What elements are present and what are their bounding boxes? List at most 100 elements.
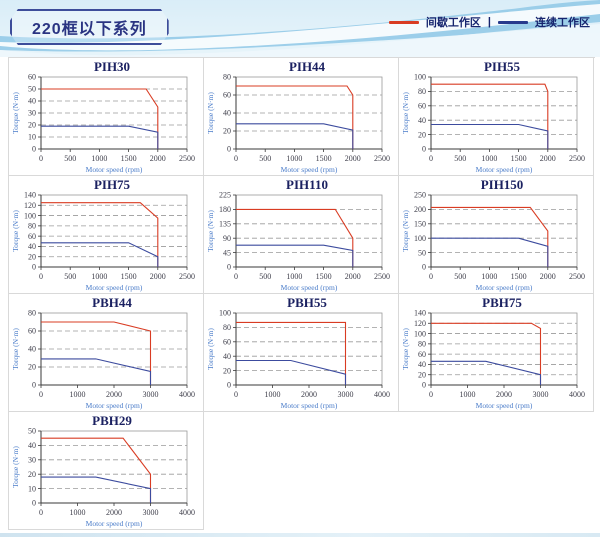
svg-text:1500: 1500	[121, 272, 137, 281]
svg-text:135: 135	[219, 220, 231, 229]
legend-separator: |	[487, 16, 491, 28]
svg-text:60: 60	[418, 102, 426, 111]
svg-text:500: 500	[454, 272, 466, 281]
svg-text:30: 30	[28, 109, 36, 118]
svg-text:4000: 4000	[569, 390, 585, 399]
y-axis-label: Torque (N·m)	[206, 210, 215, 252]
svg-text:80: 80	[223, 323, 231, 332]
svg-text:40: 40	[223, 109, 231, 118]
svg-text:2000: 2000	[150, 154, 166, 163]
svg-text:80: 80	[418, 340, 426, 349]
svg-text:0: 0	[39, 390, 43, 399]
svg-text:0: 0	[227, 263, 231, 272]
svg-text:0: 0	[227, 145, 231, 154]
svg-text:20: 20	[223, 127, 231, 136]
chart-title: PBH29	[92, 413, 132, 428]
svg-text:50: 50	[28, 428, 36, 436]
svg-text:3000: 3000	[338, 390, 354, 399]
chart-legend: 间歇工作区 | 连续工作区	[388, 14, 590, 30]
svg-text:2000: 2000	[345, 154, 361, 163]
series-continuous	[41, 242, 159, 267]
svg-text:40: 40	[418, 360, 426, 369]
svg-text:2000: 2000	[496, 390, 512, 399]
x-axis-label: Motor speed (rpm)	[281, 165, 338, 174]
chart-title: PIH75	[93, 177, 131, 192]
series-intermittent	[431, 206, 549, 267]
svg-text:1500: 1500	[316, 272, 332, 281]
svg-text:40: 40	[28, 441, 36, 450]
svg-text:2500: 2500	[374, 154, 390, 163]
chart-plot-PIH110: 0 45 90 135 180 225 0 500 1000 1500 2000 2500 Torque…	[206, 191, 390, 292]
x-axis-label: Motor speed (rpm)	[86, 283, 143, 292]
svg-text:2500: 2500	[179, 154, 195, 163]
series-intermittent	[41, 88, 159, 149]
series-continuous	[236, 359, 347, 385]
svg-text:0: 0	[32, 381, 36, 390]
svg-text:1000: 1000	[286, 154, 302, 163]
svg-text:50: 50	[28, 85, 36, 94]
empty-cell	[204, 412, 399, 530]
svg-text:90: 90	[223, 234, 231, 243]
x-axis-label: Motor speed (rpm)	[86, 165, 143, 174]
empty-cell	[399, 412, 594, 530]
svg-text:80: 80	[223, 74, 231, 82]
svg-text:225: 225	[219, 192, 231, 200]
svg-text:20: 20	[28, 470, 36, 479]
svg-text:2000: 2000	[540, 154, 556, 163]
x-axis-label: Motor speed (rpm)	[476, 401, 533, 410]
svg-text:2500: 2500	[569, 272, 585, 281]
svg-text:2000: 2000	[106, 508, 122, 517]
y-axis-label: Torque (N·m)	[401, 328, 410, 370]
svg-text:80: 80	[418, 87, 426, 96]
svg-text:500: 500	[259, 154, 271, 163]
svg-text:4000: 4000	[179, 508, 195, 517]
chart-cell-PIH30: PIH30 0 10 20 30 40 50 60 0 500 1000 1500 2000 2500 To…	[9, 58, 204, 176]
svg-text:2500: 2500	[374, 272, 390, 281]
y-axis-label: Torque (N·m)	[11, 210, 20, 252]
svg-text:1000: 1000	[265, 390, 281, 399]
chart-plot-PBH44: 0 20 40 60 80 0 1000 2000 3000 4000 Torque (N·m) Mo…	[11, 309, 195, 410]
svg-text:60: 60	[418, 350, 426, 359]
svg-text:80: 80	[28, 222, 36, 231]
svg-text:1000: 1000	[460, 390, 476, 399]
svg-text:1500: 1500	[511, 154, 527, 163]
chart-title: PBH55	[287, 295, 327, 310]
svg-text:40: 40	[28, 242, 36, 251]
svg-text:0: 0	[32, 263, 36, 272]
chart-cell-PBH29: PBH29 0 10 20 30 40 50 0 1000 2000 3000 4000 Torque …	[9, 412, 204, 530]
svg-text:150: 150	[414, 220, 426, 229]
chart-title: PIH55	[483, 59, 521, 74]
svg-text:100: 100	[24, 211, 36, 220]
svg-text:0: 0	[422, 263, 426, 272]
svg-text:100: 100	[414, 234, 426, 243]
intermittent-zone-swatch	[388, 20, 419, 24]
continuous-zone-swatch	[498, 20, 528, 24]
svg-text:20: 20	[28, 363, 36, 372]
svg-text:1500: 1500	[121, 154, 137, 163]
svg-text:1000: 1000	[70, 508, 86, 517]
series-intermittent	[236, 85, 354, 149]
svg-text:1000: 1000	[91, 272, 107, 281]
svg-text:2000: 2000	[150, 272, 166, 281]
svg-text:1000: 1000	[481, 154, 497, 163]
series-continuous	[431, 360, 542, 385]
y-axis-label: Torque (N·m)	[401, 92, 410, 134]
chart-cell-PBH55: PBH55 0 20 40 60 80 100 0 1000 2000 3000 4000 Torque…	[204, 294, 399, 412]
chart-cell-PBH44: PBH44 0 20 40 60 80 0 1000 2000 3000 4000 Torque (N…	[9, 294, 204, 412]
svg-text:30: 30	[28, 456, 36, 465]
svg-text:60: 60	[28, 74, 36, 82]
chart-plot-PBH29: 0 10 20 30 40 50 0 1000 2000 3000 4000 Torque (N·m)…	[11, 427, 195, 528]
chart-title: PBH44	[92, 295, 132, 310]
chart-plot-PIH30: 0 10 20 30 40 50 60 0 500 1000 1500 2000 2500 Torque …	[11, 73, 195, 174]
svg-text:2000: 2000	[301, 390, 317, 399]
header-banner: 220框以下系列 间歇工作区 | 连续工作区	[0, 0, 600, 57]
svg-text:500: 500	[259, 272, 271, 281]
chart-title: PIH150	[480, 177, 524, 192]
svg-text:50: 50	[418, 248, 426, 257]
svg-text:140: 140	[414, 310, 426, 318]
